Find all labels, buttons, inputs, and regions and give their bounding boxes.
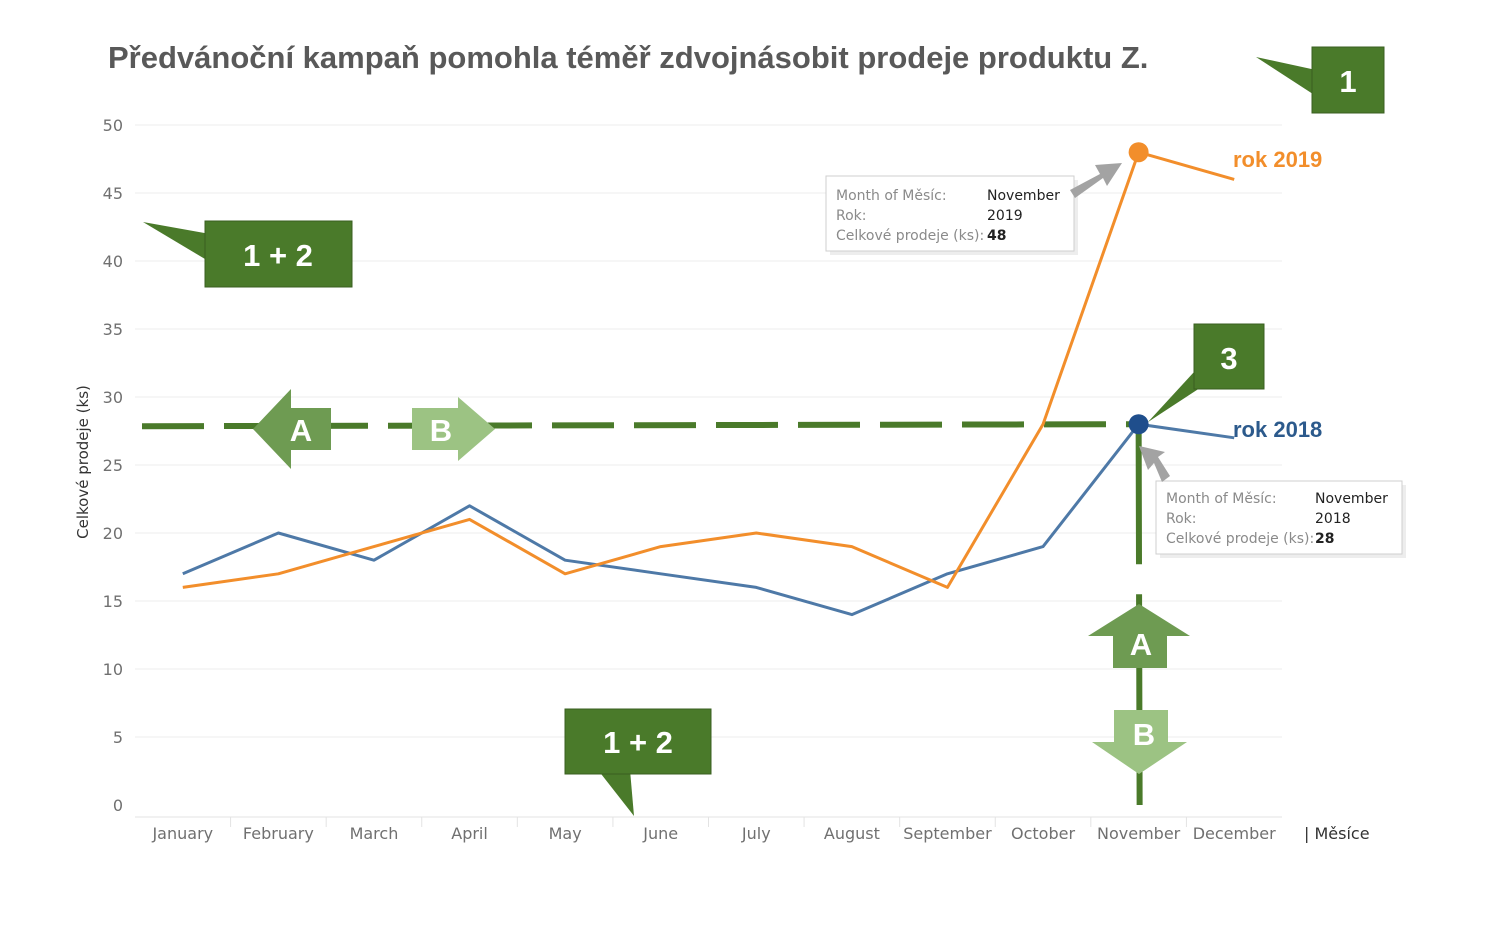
tooltip-2019-month: November [987, 188, 1060, 204]
x-tick-label: February [243, 824, 314, 843]
x-tick-label: January [151, 824, 213, 843]
series-line-1 [182, 150, 1235, 589]
series-label-2018: rok 2018 [1233, 417, 1322, 442]
y-tick-label: 20 [103, 524, 123, 543]
x-tick-label: April [451, 824, 488, 843]
tooltip-2019-year-key: Rok: [836, 208, 867, 224]
callout-3-label: 3 [1220, 341, 1237, 376]
tooltip-2019-pointer [1070, 163, 1122, 198]
arrow-a-up-label: A [1130, 627, 1152, 662]
y-tick-label: 0 [113, 796, 123, 815]
arrow-b-down-label: B [1133, 717, 1155, 752]
chart-title: Předvánoční kampaň pomohla téměř zdvojná… [108, 40, 1149, 75]
callout-1-label: 1 [1339, 64, 1356, 99]
tooltip-2018-year-key: Rok: [1166, 511, 1197, 527]
tooltip-2018: Month of Měsíc: November Rok: 2018 Celko… [1155, 480, 1406, 558]
arrow-b-right-label: B [430, 413, 452, 448]
callout-1-plus-2-left-label: 1 + 2 [243, 238, 313, 273]
tooltip-2019-sales-key: Celkové prodeje (ks): [836, 228, 984, 244]
y-tick-label: 5 [113, 728, 123, 747]
x-tick-label: May [549, 824, 582, 843]
tooltip-2018-month: November [1315, 491, 1388, 507]
tooltip-2018-month-key: Month of Měsíc: [1166, 491, 1277, 507]
series-line-0 [182, 422, 1235, 617]
y-axis-label: Celkové prodeje (ks) [74, 385, 92, 539]
tooltip-2019: Month of Měsíc: November Rok: 2019 Celko… [825, 175, 1078, 255]
tooltip-2018-sales-key: Celkové prodeje (ks): [1166, 531, 1314, 547]
highlight-point-0 [1128, 414, 1149, 435]
arrow-a-left-label: A [290, 413, 312, 448]
callout-1-plus-2-bottom-label: 1 + 2 [603, 725, 673, 760]
x-tick-label: June [642, 824, 678, 843]
y-tick-label: 40 [103, 252, 123, 271]
y-axis: 0 5 10 15 20 25 30 35 40 45 50 [103, 116, 123, 815]
x-tick-label: October [1011, 824, 1075, 843]
x-axis: January February March April May June July Augu… [151, 817, 1276, 843]
tooltip-2018-pointer [1139, 446, 1170, 482]
tooltip-2018-year: 2018 [1315, 511, 1351, 527]
callout-1: 1 [1256, 46, 1385, 114]
y-tick-label: 15 [103, 592, 123, 611]
callout-1-plus-2-bottom: 1 + 2 [564, 708, 712, 816]
y-tick-label: 35 [103, 320, 123, 339]
x-tick-label: December [1193, 824, 1276, 843]
series-lines [182, 142, 1235, 617]
arrow-a-up: A [1088, 604, 1190, 668]
arrow-b-right: B [412, 397, 495, 461]
x-axis-label: | Měsíce [1304, 824, 1370, 843]
tooltip-2019-year: 2019 [987, 208, 1023, 224]
x-tick-label: March [350, 824, 399, 843]
y-tick-label: 25 [103, 456, 123, 475]
y-tick-label: 30 [103, 388, 123, 407]
arrow-a-left: A [253, 389, 331, 469]
y-tick-label: 10 [103, 660, 123, 679]
x-tick-label: September [903, 824, 992, 843]
tooltip-2018-sales: 28 [1315, 531, 1334, 547]
arrow-b-down: B [1092, 710, 1187, 774]
series-label-2019: rok 2019 [1233, 147, 1322, 172]
x-tick-label: July [741, 824, 771, 843]
x-tick-label: November [1097, 824, 1181, 843]
y-tick-label: 50 [103, 116, 123, 135]
callout-3: 3 [1148, 323, 1265, 422]
tooltip-2019-sales: 48 [987, 228, 1006, 244]
highlight-point-1 [1128, 142, 1149, 163]
tooltip-2019-month-key: Month of Měsíc: [836, 188, 947, 204]
x-tick-label: August [824, 824, 880, 843]
callout-1-plus-2-left: 1 + 2 [143, 220, 353, 288]
y-tick-label: 45 [103, 184, 123, 203]
